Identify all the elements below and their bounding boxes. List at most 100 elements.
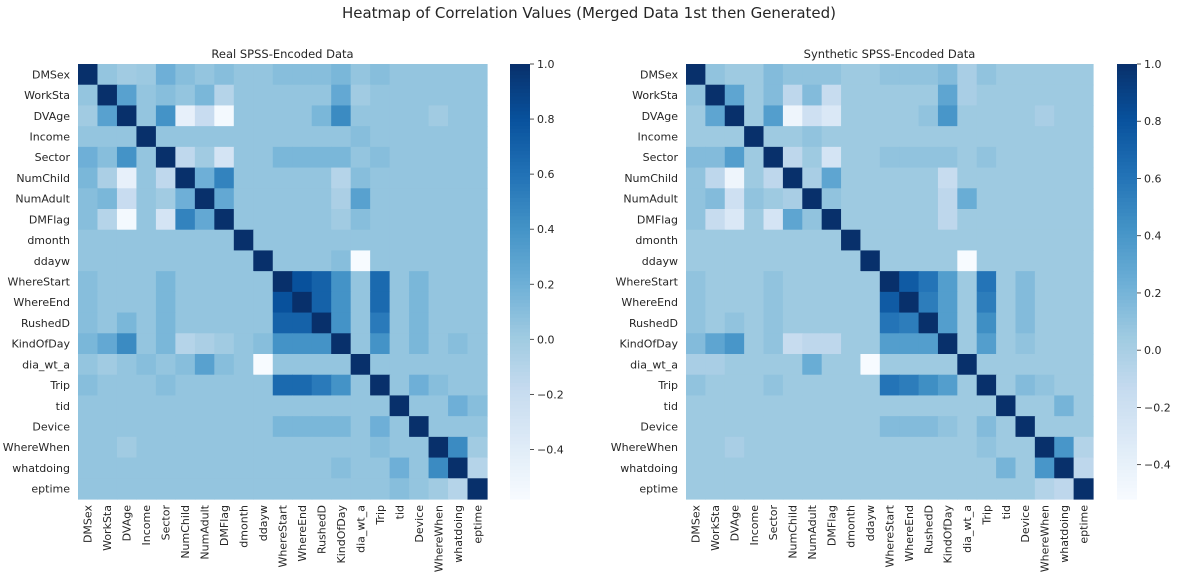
heatmap-cell <box>1015 188 1036 210</box>
colorbar-segment <box>1117 354 1137 359</box>
colorbar-segment <box>510 103 530 109</box>
colorbar-segment <box>510 332 530 337</box>
heatmap-cell <box>899 84 920 107</box>
y-tick-label: WorkSta <box>24 89 70 102</box>
heatmap-cell <box>136 374 157 397</box>
heatmap-cell <box>272 209 293 231</box>
heatmap-cell <box>311 374 332 397</box>
heatmap-cell <box>467 457 488 479</box>
heatmap-cell <box>879 126 900 148</box>
y-tick-label: WhereStart <box>615 276 678 289</box>
heatmap-cell <box>918 188 939 210</box>
colorbar-segment <box>1117 227 1137 232</box>
heatmap-cell <box>976 126 997 148</box>
heatmap-cell <box>155 84 176 107</box>
heatmap-cell <box>937 333 958 355</box>
heatmap-cell <box>272 84 293 107</box>
heatmap-cell <box>937 312 958 334</box>
x-tick-label: dmonth <box>845 505 858 548</box>
colorbar-tick-label: −0.2 <box>1144 401 1171 414</box>
heatmap-cell <box>409 395 430 417</box>
heatmap-cell <box>350 312 371 334</box>
y-tick-label: ddayw <box>34 255 70 268</box>
colorbar-segment <box>510 82 530 87</box>
heatmap-cell <box>724 436 745 459</box>
heatmap-cell <box>175 167 196 189</box>
heatmap-cell <box>350 105 371 127</box>
colorbar-segment <box>1117 100 1137 105</box>
colorbar-segment <box>1117 480 1137 486</box>
heatmap-cell <box>705 416 726 438</box>
heatmap-cell <box>763 416 784 438</box>
y-tick-label: WhereEnd <box>13 296 70 309</box>
heatmap-cell <box>253 457 274 479</box>
colorbar-segment <box>1117 67 1137 72</box>
heatmap-cell <box>253 333 274 355</box>
heatmap-cell <box>821 64 842 86</box>
heatmap-cell <box>879 312 900 334</box>
x-tick-label: WhereStart <box>277 504 290 567</box>
colorbar-tick-label: 0.2 <box>537 278 555 291</box>
heatmap-cell <box>1054 209 1075 231</box>
heatmap-cell <box>350 478 371 500</box>
colorbar-segment <box>510 422 530 428</box>
colorbar-segment <box>1117 379 1137 384</box>
heatmap-cell <box>428 312 449 334</box>
heatmap-cell <box>996 250 1017 272</box>
heatmap-cell <box>841 457 862 479</box>
colorbar-segment <box>510 321 530 326</box>
heatmap-cell <box>214 84 235 107</box>
heatmap-cell <box>272 105 293 127</box>
heatmap-cell <box>467 374 488 397</box>
heatmap-cell <box>350 250 371 272</box>
colorbar-segment <box>1117 383 1137 388</box>
heatmap-cell <box>350 457 371 479</box>
colorbar-segment <box>1117 223 1137 228</box>
heatmap-cell <box>782 188 803 210</box>
colorbar-segment <box>1117 64 1137 69</box>
heatmap-cell <box>879 64 900 86</box>
colorbar-segment <box>1117 194 1137 199</box>
heatmap-cell <box>292 105 313 127</box>
heatmap-cell <box>136 126 157 148</box>
heatmap-cell <box>233 271 254 293</box>
colorbar-segment <box>510 310 530 315</box>
heatmap-cell <box>292 395 313 417</box>
colorbar-segment <box>510 350 530 355</box>
heatmap-cell <box>155 312 176 334</box>
heatmap-cell <box>957 126 978 148</box>
heatmap-cell <box>155 126 176 148</box>
heatmap-cell <box>136 436 157 459</box>
heatmap-cell <box>78 271 99 293</box>
x-tick-label: dia_wt_a <box>961 505 974 553</box>
heatmap-cell <box>350 188 371 210</box>
heatmap-cell <box>370 436 391 459</box>
colorbar-segment <box>1117 241 1137 246</box>
colorbar-segment <box>1117 96 1137 101</box>
colorbar-segment <box>1117 74 1137 80</box>
heatmap-cell <box>976 457 997 479</box>
heatmap-cell <box>370 291 391 314</box>
colorbar-segment <box>1117 303 1137 308</box>
colorbar-segment <box>510 473 530 478</box>
heatmap-cell <box>428 126 449 148</box>
x-tick-label: WhereEnd <box>296 505 309 562</box>
colorbar-segment <box>510 114 530 119</box>
heatmap-cell <box>1073 354 1094 376</box>
colorbar-segment <box>510 277 530 283</box>
colorbar-segment <box>510 223 530 228</box>
heatmap-cell <box>705 374 726 397</box>
heatmap-cell <box>272 457 293 479</box>
heatmap-cell <box>370 229 391 252</box>
colorbar-segment <box>1117 205 1137 210</box>
x-tick-label: DMSex <box>82 505 95 544</box>
heatmap-cell <box>78 354 99 376</box>
heatmap-cell <box>467 395 488 417</box>
colorbar-segment <box>510 71 530 76</box>
colorbar-segment <box>1117 111 1137 116</box>
heatmap-cell <box>976 64 997 86</box>
colorbar-segment <box>510 343 530 348</box>
heatmap-cell <box>1054 291 1075 314</box>
colorbar-segment <box>510 426 530 431</box>
heatmap-cell <box>467 250 488 272</box>
